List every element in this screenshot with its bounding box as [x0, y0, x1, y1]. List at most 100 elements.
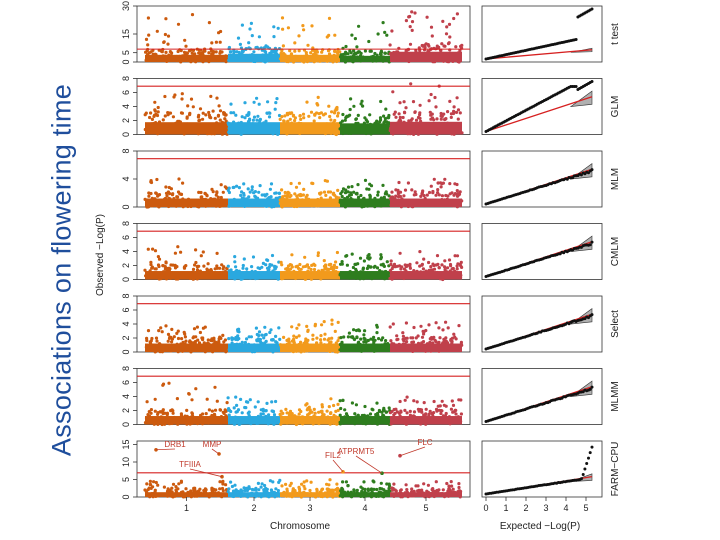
snp-point: [254, 488, 258, 492]
snp-point: [308, 408, 312, 412]
snp-point: [411, 100, 416, 104]
snp-point: [419, 408, 424, 412]
snp-point: [403, 408, 407, 412]
snp-point: [223, 113, 228, 117]
snp-point: [319, 334, 323, 338]
snp-point: [318, 191, 322, 195]
qq-point: [574, 38, 578, 41]
chromosome-1-band: [145, 416, 228, 425]
snp-point: [422, 401, 426, 405]
snp-point: [210, 41, 214, 45]
snp-point: [201, 412, 205, 416]
snp-point: [334, 260, 338, 264]
snp-point: [424, 42, 428, 46]
snp-point: [375, 487, 379, 492]
snp-point: [385, 260, 389, 264]
snp-point: [165, 411, 169, 415]
y-tick-label: 4: [121, 321, 131, 326]
snp-point: [161, 412, 165, 416]
snp-point: [436, 262, 440, 266]
snp-point: [305, 408, 309, 412]
snp-point: [431, 191, 435, 195]
snp-point: [322, 337, 327, 341]
snp-point: [383, 30, 387, 34]
snp-point: [149, 50, 153, 54]
snp-point: [219, 29, 223, 34]
snp-point: [320, 403, 324, 407]
snp-point: [258, 119, 262, 123]
chromosome-1-points: [143, 245, 229, 281]
snp-point: [333, 33, 337, 37]
snp-point: [251, 118, 255, 122]
snp-point: [179, 479, 183, 483]
snp-point: [448, 35, 452, 39]
snp-point: [207, 21, 211, 25]
snp-point: [327, 16, 332, 20]
chromosome-3-band: [280, 492, 340, 497]
snp-point: [432, 399, 436, 404]
y-tick-label: 4: [121, 249, 131, 254]
snp-point: [344, 50, 348, 54]
snp-point: [215, 191, 219, 195]
snp-point: [221, 480, 225, 484]
snp-point: [422, 332, 426, 336]
manhattan-x-axis-label: Chromosome: [270, 521, 330, 532]
snp-point: [421, 189, 425, 193]
snp-point: [332, 403, 336, 408]
snp-point: [413, 110, 417, 114]
snp-point: [435, 254, 440, 258]
snp-point: [212, 412, 217, 416]
snp-point: [406, 181, 410, 185]
snp-point: [408, 262, 412, 266]
snp-point: [379, 99, 383, 104]
annotation-leader-line: [332, 459, 344, 473]
snp-point: [152, 114, 156, 118]
snp-point: [270, 253, 275, 258]
snp-point: [444, 320, 448, 324]
snp-point: [312, 407, 316, 411]
snp-point: [352, 49, 356, 53]
snp-point: [209, 268, 213, 272]
snp-point: [285, 111, 289, 115]
snp-point: [149, 263, 153, 267]
snp-point: [410, 28, 414, 32]
snp-point: [436, 181, 440, 185]
y-tick-label: 0: [121, 494, 131, 499]
qq-point: [590, 7, 594, 11]
snp-point: [197, 190, 201, 194]
snp-point: [448, 192, 452, 196]
snp-point: [226, 396, 230, 400]
snp-point: [331, 192, 335, 196]
snp-point: [154, 336, 159, 340]
snp-point: [379, 49, 383, 53]
qq-point: [588, 451, 592, 455]
chromosome-1-band: [145, 343, 228, 352]
snp-point: [161, 408, 165, 412]
snp-point: [201, 326, 205, 330]
chromosome-tick-label: 1: [184, 503, 189, 513]
snp-point: [345, 114, 349, 118]
snp-point: [389, 339, 393, 343]
chromosome-3-points: [278, 397, 340, 427]
snp-point: [268, 187, 272, 191]
snp-point: [232, 111, 236, 115]
snp-point: [445, 25, 449, 29]
snp-point: [183, 335, 187, 339]
y-tick-label: 0: [121, 132, 131, 137]
chromosome-2-points: [226, 478, 282, 499]
snp-point: [379, 118, 383, 122]
snp-point: [433, 95, 437, 100]
snp-point: [149, 191, 153, 196]
snp-point: [224, 186, 228, 190]
chromosome-3-points: [278, 95, 342, 137]
snp-point: [289, 181, 293, 186]
snp-point: [396, 190, 400, 194]
qq-point: [574, 85, 578, 88]
panel-4: 0 2 4 6 8 CMLM: [121, 221, 621, 282]
snp-point: [434, 480, 438, 484]
snp-point: [356, 113, 360, 117]
snp-point: [207, 110, 211, 115]
snp-point: [325, 179, 329, 183]
chromosome-2-points: [227, 21, 282, 64]
qq-point: [590, 80, 594, 83]
